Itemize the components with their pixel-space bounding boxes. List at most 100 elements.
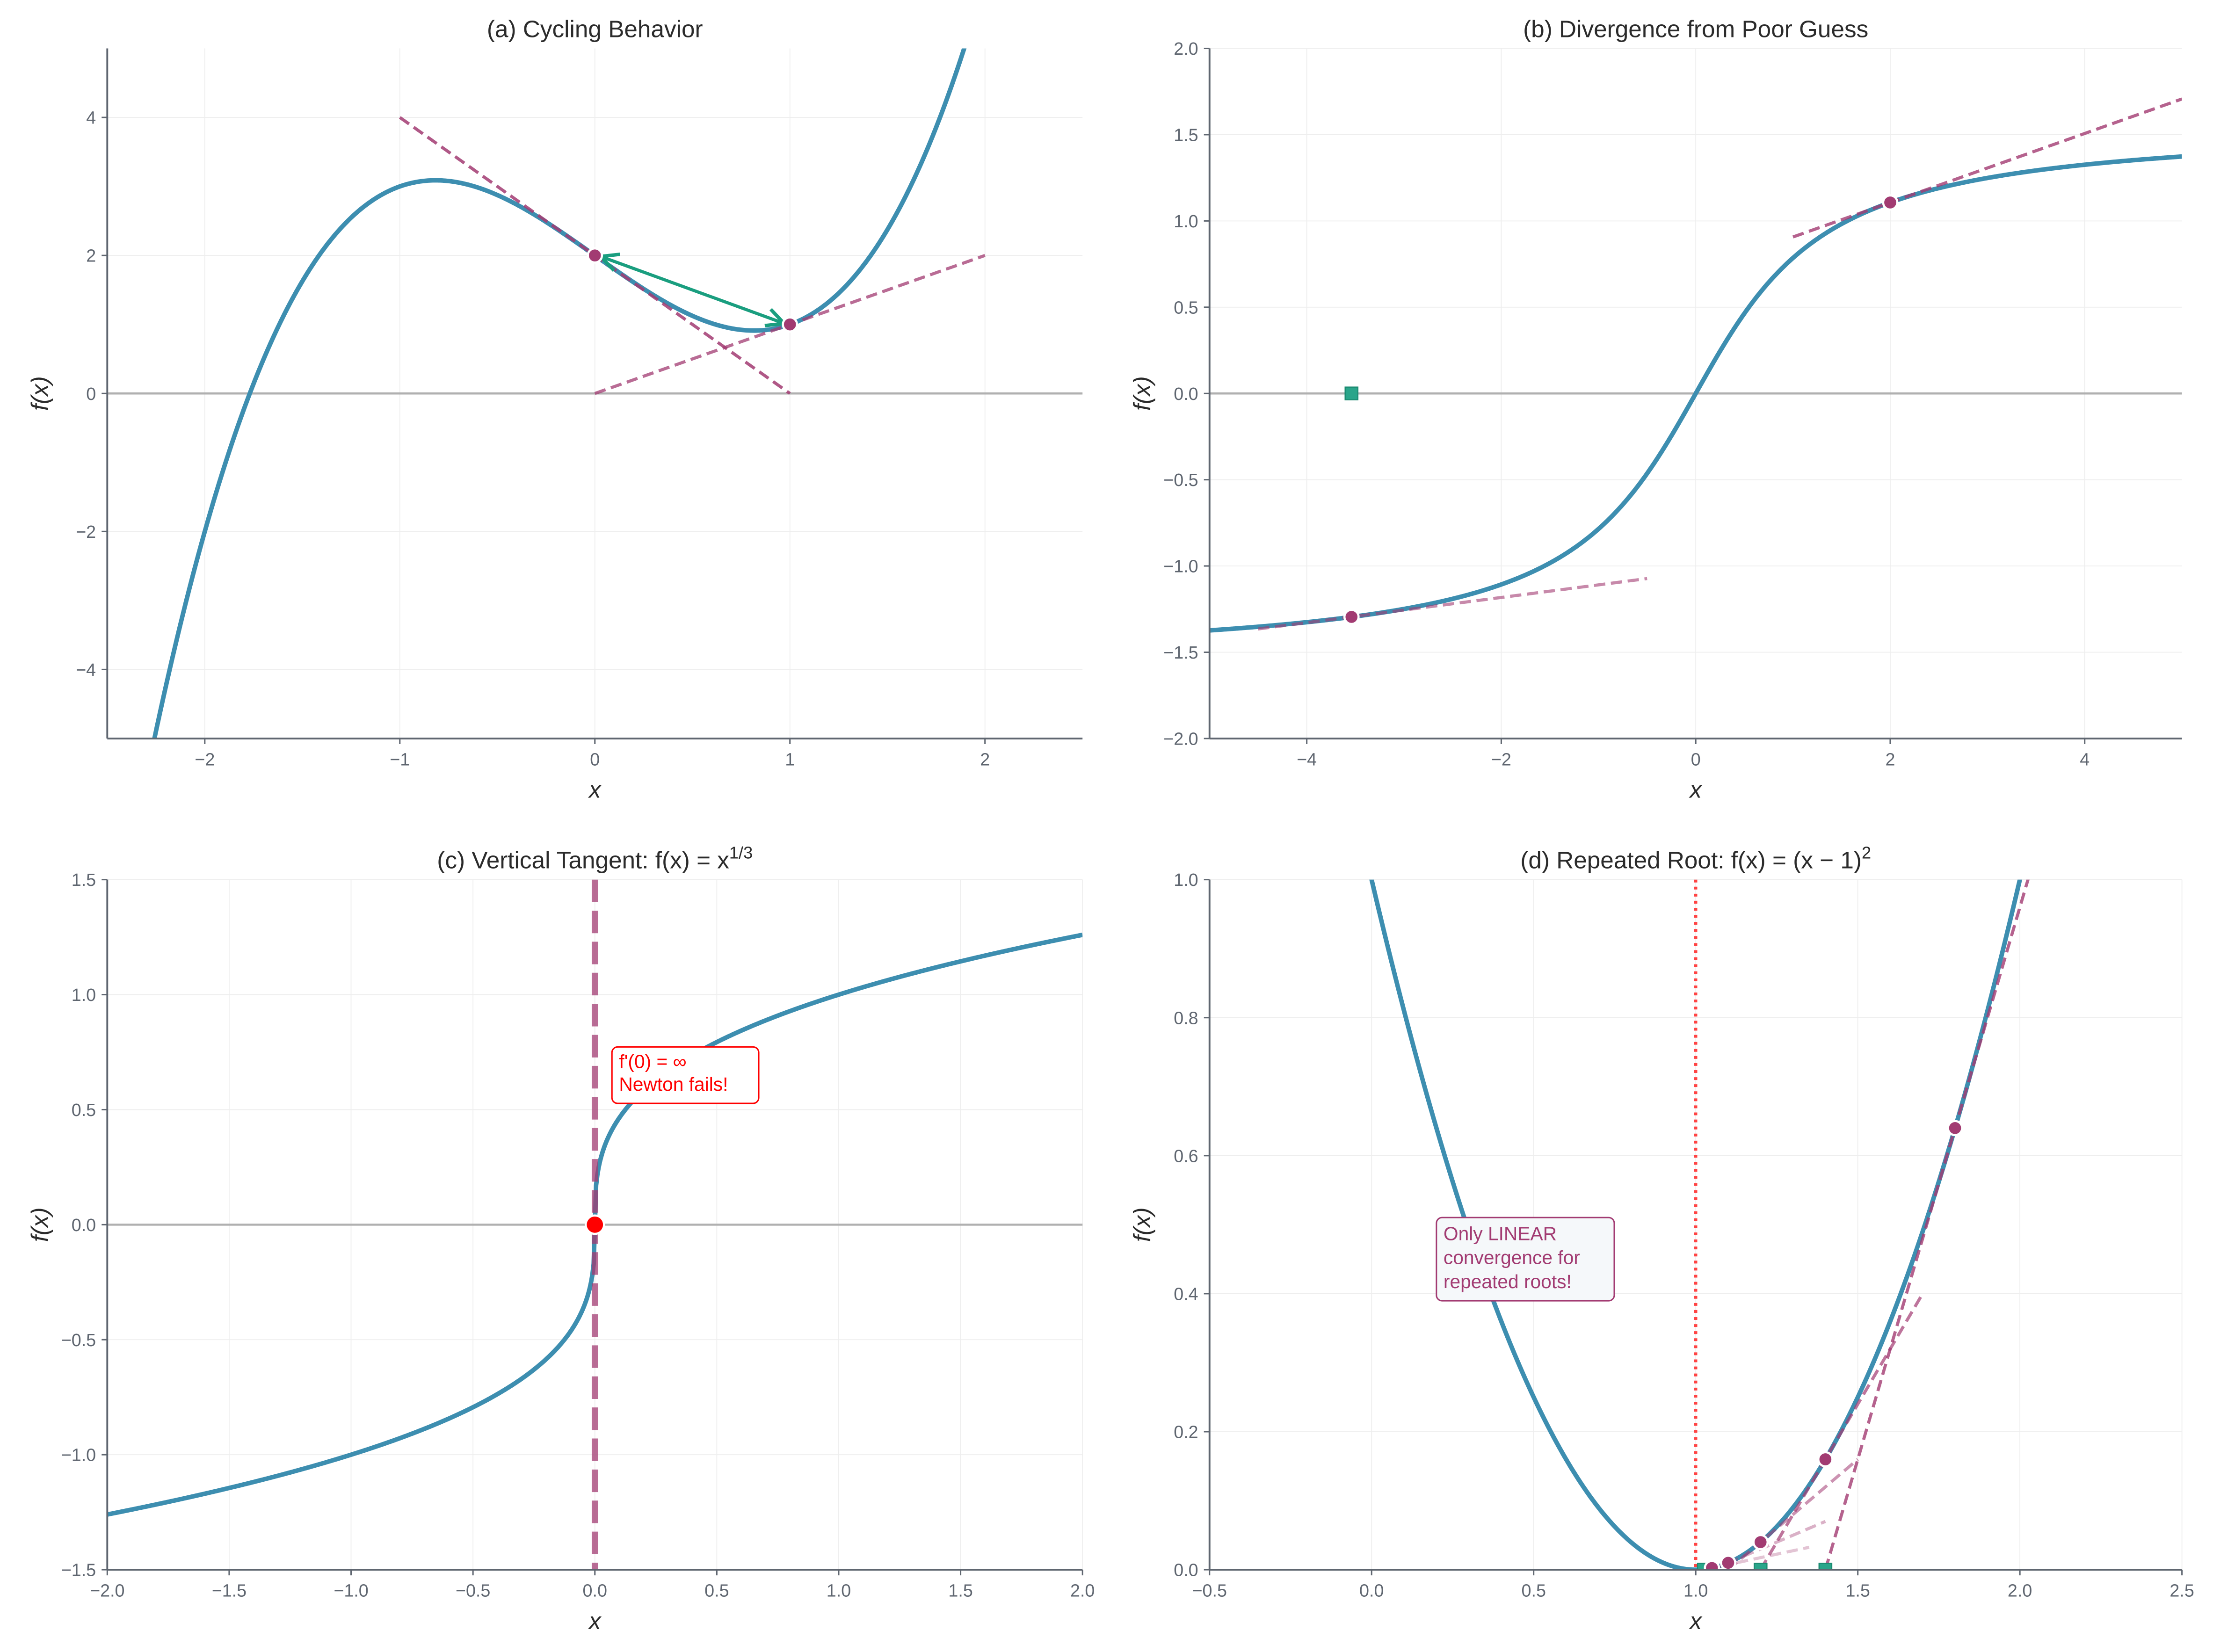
- y-tick-label: 0.0: [72, 1215, 96, 1235]
- plot-area: [1369, 879, 2030, 1570]
- y-tick-label: 0.8: [1174, 1008, 1198, 1028]
- y-tick-label: 0: [86, 384, 96, 404]
- x-tick-label: −2: [1491, 749, 1511, 769]
- x-tick-label: 1.5: [948, 1580, 972, 1600]
- plot-area: [1209, 97, 2182, 633]
- y-axis-label: f(x): [27, 1207, 53, 1242]
- annotation-text: repeated roots!: [1444, 1271, 1572, 1292]
- annotation-text: Only LINEAR: [1444, 1223, 1557, 1244]
- x-tick-label: 2.0: [1070, 1580, 1095, 1600]
- x-tick-label: 0: [1691, 749, 1701, 769]
- y-tick-label: 1.0: [72, 985, 96, 1005]
- x-tick-label: 1.0: [1683, 1580, 1708, 1600]
- iterate-point: [1343, 609, 1360, 625]
- x-tick-label: 2: [980, 749, 990, 769]
- y-tick-label: −4: [76, 660, 96, 680]
- iterate-point: [587, 247, 603, 264]
- iterate-point: [782, 316, 798, 333]
- panel-title: (c) Vertical Tangent: f(x) = x1/3: [437, 843, 753, 873]
- y-tick-label: 2: [86, 246, 96, 266]
- x-tick-label: −2.0: [90, 1580, 124, 1600]
- x-tick-label: 0: [590, 749, 600, 769]
- iterate-point: [1752, 1534, 1769, 1551]
- y-axis-label: f(x): [27, 376, 53, 411]
- annotation-box: [611, 1046, 760, 1104]
- x-tick-label: −1.5: [212, 1580, 247, 1600]
- tangent-line: [1792, 97, 2182, 239]
- panel-title: (a) Cycling Behavior: [487, 15, 703, 42]
- iterate-point: [1817, 1451, 1834, 1468]
- y-tick-label: 0.5: [72, 1100, 96, 1120]
- y-tick-label: 1.5: [1174, 125, 1198, 145]
- y-tick-label: 0.0: [1174, 384, 1198, 404]
- panel-d-repeated-root: Only LINEAR convergence for repeated roots…: [1129, 843, 2194, 1634]
- panel-title: (d) Repeated Root: f(x) = (x − 1)2: [1520, 843, 1871, 873]
- x-tick-label: −0.5: [1192, 1580, 1227, 1600]
- iteration-arrow: [601, 256, 785, 325]
- x-tick-label: 1.0: [827, 1580, 851, 1600]
- x-axis-label: x: [1688, 776, 1703, 803]
- tangent-line: [1824, 879, 2030, 1570]
- x-tick-label: 2.5: [2169, 1580, 2194, 1600]
- x-tick-label: −2: [195, 749, 215, 769]
- y-tick-label: −0.5: [1163, 470, 1198, 490]
- y-tick-label: −1.0: [1163, 557, 1198, 576]
- y-axis-label: f(x): [1129, 1207, 1155, 1242]
- x-tick-label: 0.0: [583, 1580, 607, 1600]
- failure-point: [584, 1214, 605, 1235]
- iterate-point: [1947, 1120, 1963, 1137]
- function-curve: [1209, 154, 2182, 633]
- plot-area: [107, 879, 1083, 1570]
- tangent-line: [1258, 577, 1647, 631]
- x-tick-label: 4: [2080, 749, 2090, 769]
- x-tick-label: −0.5: [456, 1580, 490, 1600]
- x-tick-label: 0.5: [704, 1580, 729, 1600]
- y-tick-label: 1.0: [1174, 211, 1198, 231]
- x-tick-label: 1.5: [1845, 1580, 1870, 1600]
- panel-a-cycling: −2 −1 0 1 2 −4 −2 0 2 4 (a) Cycling Behavior x f(x): [27, 15, 1083, 803]
- y-tick-label: 1.5: [72, 870, 96, 890]
- x-tick-label: −1.0: [334, 1580, 368, 1600]
- root-estimate-marker: [1753, 1563, 1768, 1570]
- y-tick-label: 4: [86, 108, 96, 128]
- y-tick-label: 1.0: [1174, 870, 1198, 890]
- x-axis-label: x: [1688, 1608, 1703, 1634]
- annotation-text: f'(0) = ∞: [619, 1051, 686, 1072]
- x-axis-label: x: [588, 776, 602, 803]
- x-tick-label: 0.0: [1359, 1580, 1384, 1600]
- x-axis-label: x: [588, 1608, 602, 1634]
- y-tick-label: −1.5: [61, 1560, 96, 1580]
- x-tick-label: 0.5: [1522, 1580, 1546, 1600]
- panel-title: (b) Divergence from Poor Guess: [1523, 15, 1868, 42]
- y-tick-label: 0.6: [1174, 1146, 1198, 1166]
- root-estimate-marker: [1344, 386, 1359, 401]
- y-tick-label: 2.0: [1174, 39, 1198, 58]
- panel-c-vertical-tangent: f'(0) = ∞Newton fails!−2.0 −1.5 −1.0 −0.5 0.…: [27, 843, 1095, 1634]
- y-tick-label: 0.5: [1174, 297, 1198, 317]
- y-tick-label: −2.0: [1163, 729, 1198, 749]
- tangent-line: [1727, 1458, 1859, 1570]
- y-axis-label: f(x): [1129, 376, 1155, 411]
- y-tick-label: −0.5: [61, 1330, 96, 1350]
- title-superscript: 1/3: [729, 843, 753, 862]
- y-tick-label: −1.0: [61, 1445, 96, 1465]
- y-tick-label: 0.2: [1174, 1422, 1198, 1442]
- tangent-line: [1759, 1293, 1924, 1570]
- iterate-point: [1720, 1554, 1736, 1570]
- iterate-point: [1882, 194, 1899, 211]
- x-tick-label: −4: [1297, 749, 1317, 769]
- title-superscript: 2: [1862, 843, 1871, 862]
- x-tick-label: −1: [390, 749, 410, 769]
- annotation-text: Newton fails!: [619, 1073, 728, 1095]
- y-tick-label: −1.5: [1163, 643, 1198, 662]
- y-tick-label: 0.0: [1174, 1560, 1198, 1580]
- y-tick-label: 0.4: [1174, 1284, 1198, 1304]
- iterate-point: [1704, 1560, 1720, 1570]
- x-tick-label: 1: [785, 749, 795, 769]
- plot-area: [152, 48, 986, 739]
- panel-b-divergence: −4 −2 0 2 4 −2.0 −1.5 −1.0 −0.5 0.0 0.5 1.0 1.5 2.0 (b…: [1129, 15, 2182, 803]
- x-tick-label: 2: [1885, 749, 1895, 769]
- x-tick-label: 2.0: [2008, 1580, 2032, 1600]
- annotation-text: convergence for: [1444, 1247, 1580, 1268]
